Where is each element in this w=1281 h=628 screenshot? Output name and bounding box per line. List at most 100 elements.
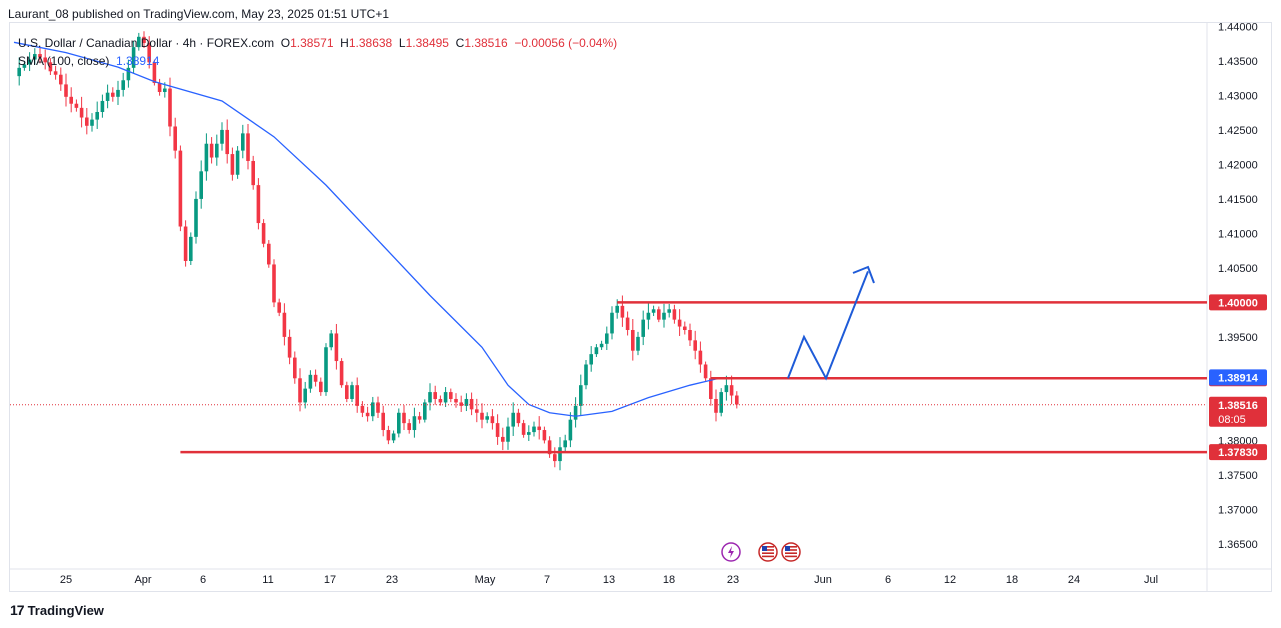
candle-body (511, 412, 515, 427)
level-price-badge (1209, 294, 1267, 311)
candle-body (277, 302, 281, 313)
flag-circle (758, 542, 778, 562)
flag-canton (762, 546, 767, 551)
sma-label: SMA (100, close) (18, 54, 110, 68)
candle-body (251, 160, 255, 186)
flag-stripe (762, 546, 774, 548)
candle-body (698, 350, 703, 365)
x-tick-label: Jun (814, 574, 832, 586)
candle-body (433, 392, 437, 399)
candle-body (573, 405, 578, 420)
candle-body (17, 67, 21, 77)
candle-body (59, 74, 63, 85)
candle-body (152, 62, 157, 84)
x-tick-label: 13 (603, 574, 615, 586)
candle-body (542, 430, 547, 441)
candle-body (605, 333, 609, 344)
candle-body (235, 150, 240, 175)
close-value: 1.38516 (464, 36, 508, 50)
sma-row[interactable]: SMA (100, close) 1.38914 (18, 52, 617, 70)
x-tick-label: 23 (727, 574, 739, 586)
x-tick-label: 7 (544, 574, 550, 586)
candle-body (485, 416, 489, 420)
candle-body (532, 426, 536, 433)
candle-body (38, 54, 42, 58)
candle-body (33, 54, 37, 60)
flag-stripe (785, 552, 797, 554)
y-tick-label: 1.37000 (1218, 504, 1258, 516)
x-tick-label: Apr (134, 574, 151, 586)
candle-body (636, 336, 640, 351)
y-tick-label: 1.43500 (1218, 56, 1258, 68)
candle-body (64, 84, 68, 97)
price-axis-badge (1209, 396, 1267, 427)
level-price-label: 1.37830 (1218, 447, 1258, 459)
candle-body (256, 185, 261, 224)
lightning-glyph (728, 546, 734, 558)
publisher-line: Laurant_08 published on TradingView.com,… (8, 7, 390, 21)
x-tick-label: 18 (663, 574, 675, 586)
low-label: L (398, 36, 406, 50)
chart-frame[interactable] (9, 22, 1272, 592)
sma-line (13, 41, 737, 417)
y-tick-label: 1.41500 (1218, 194, 1258, 206)
candle-body (147, 43, 151, 63)
candle-body (178, 150, 183, 227)
candle-body (381, 412, 385, 431)
candle-body (365, 412, 370, 417)
candle-body (69, 96, 73, 104)
x-tick-label: May (475, 574, 496, 586)
candles-group (17, 31, 739, 471)
candle-body (631, 329, 635, 351)
candle-body (194, 198, 198, 237)
candle-body (527, 432, 531, 435)
candle-body (345, 385, 349, 399)
candle-body (677, 319, 682, 327)
price-axis-badge (1209, 369, 1267, 386)
candle-body (558, 447, 562, 462)
x-tick-label: 17 (324, 574, 336, 586)
chart-legend: U.S. Dollar / Canadian Dollar · 4h · FOR… (18, 34, 617, 70)
candle-body (111, 92, 115, 97)
candle-body (501, 436, 505, 442)
candle-body (625, 317, 630, 330)
candle-body (428, 392, 432, 403)
candle-body (563, 440, 567, 448)
candle-body (547, 440, 552, 455)
candle-body (371, 402, 375, 417)
candle-body (724, 385, 729, 393)
candle-body (116, 89, 120, 97)
tradingview-footer[interactable]: 17 TradingView (10, 602, 104, 618)
y-tick-label: 1.42000 (1218, 159, 1258, 171)
y-tick-label: 1.36500 (1218, 539, 1258, 551)
candle-body (589, 354, 593, 365)
candle-body (469, 398, 474, 410)
candle-body (657, 309, 661, 320)
candle-body (729, 385, 734, 396)
candle-body (308, 374, 313, 389)
candle-body (641, 319, 645, 337)
us-flag-event-icon[interactable] (758, 542, 778, 562)
candle-body (360, 405, 365, 413)
candle-body (43, 57, 47, 63)
candle-body (168, 88, 172, 127)
candle-body (688, 329, 692, 341)
flag-stripe (785, 549, 797, 551)
candle-body (376, 402, 380, 413)
us-flag-event-icon[interactable] (781, 542, 801, 562)
symbol-row[interactable]: U.S. Dollar / Canadian Dollar · 4h · FOR… (18, 34, 617, 52)
candle-body (225, 129, 229, 155)
candle-body (599, 343, 604, 348)
candle-body (464, 398, 469, 406)
x-tick-label: 11 (262, 574, 273, 586)
candle-body (157, 83, 162, 92)
y-tick-label: 1.44000 (1218, 21, 1258, 33)
candle-body (693, 340, 697, 351)
x-tick-label: Jul (1144, 574, 1158, 586)
lightning-event-icon[interactable] (721, 542, 741, 562)
x-tick-label: 25 (60, 574, 72, 586)
candle-body (272, 264, 276, 303)
level-price-badge (1209, 444, 1267, 461)
flag-canton (785, 546, 790, 551)
